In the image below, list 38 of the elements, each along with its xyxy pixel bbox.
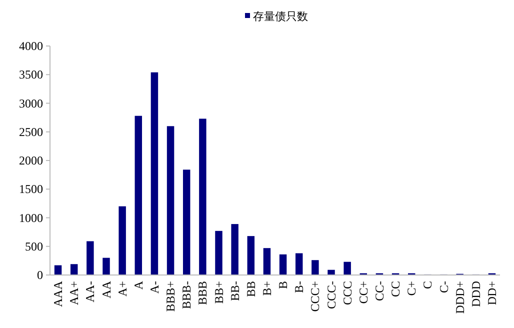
x-tick-label: DDD xyxy=(468,280,483,307)
x-tick-label: B xyxy=(276,281,290,290)
y-tick-label: 3500 xyxy=(19,68,43,82)
x-tick-label: AA xyxy=(99,280,114,298)
x-tick-label: CC xyxy=(388,281,403,298)
x-tick-label: AA+ xyxy=(67,280,82,306)
x-tick-label: BBB xyxy=(196,281,210,306)
x-tick-label: BB+ xyxy=(212,280,226,304)
x-tick-label: C xyxy=(420,281,435,290)
x-tick-label: BBB- xyxy=(180,281,194,310)
x-tick-label: B- xyxy=(292,280,306,293)
x-tick-label: B+ xyxy=(260,280,274,296)
y-tick-label: 3000 xyxy=(19,96,43,110)
x-tick-label: C- xyxy=(436,280,451,293)
x-tick-label: A- xyxy=(147,281,162,294)
x-tick-label: CCC- xyxy=(324,281,338,310)
y-tick-label: 500 xyxy=(25,239,43,254)
y-tick-label: 1500 xyxy=(19,182,43,196)
y-tick-label: 2500 xyxy=(19,124,43,139)
y-tick-label: 0 xyxy=(37,268,43,282)
x-tick-label: CCC+ xyxy=(308,280,322,312)
y-tick-label: 1000 xyxy=(19,210,43,225)
y-tick-label: 2000 xyxy=(19,154,43,168)
x-tick-label: CCC xyxy=(340,281,354,306)
x-tick-label: A+ xyxy=(115,280,130,296)
x-tick-label: BB xyxy=(244,281,258,298)
x-tick-label: DD+ xyxy=(484,280,499,306)
x-tick-label: C+ xyxy=(404,280,419,296)
x-tick-label: A xyxy=(131,280,146,290)
x-tick-label: AAA xyxy=(51,280,66,307)
x-tick-label: CC- xyxy=(372,281,386,302)
x-tick-label: DDD+ xyxy=(452,280,467,314)
x-tick-label: CC+ xyxy=(356,280,370,304)
x-tick-label: BB- xyxy=(228,281,242,302)
legend-label: 存量债只数 xyxy=(253,11,308,23)
x-tick-label: BBB+ xyxy=(164,280,178,312)
x-tick-label: AA- xyxy=(83,280,98,302)
y-tick-label: 4000 xyxy=(19,39,43,53)
